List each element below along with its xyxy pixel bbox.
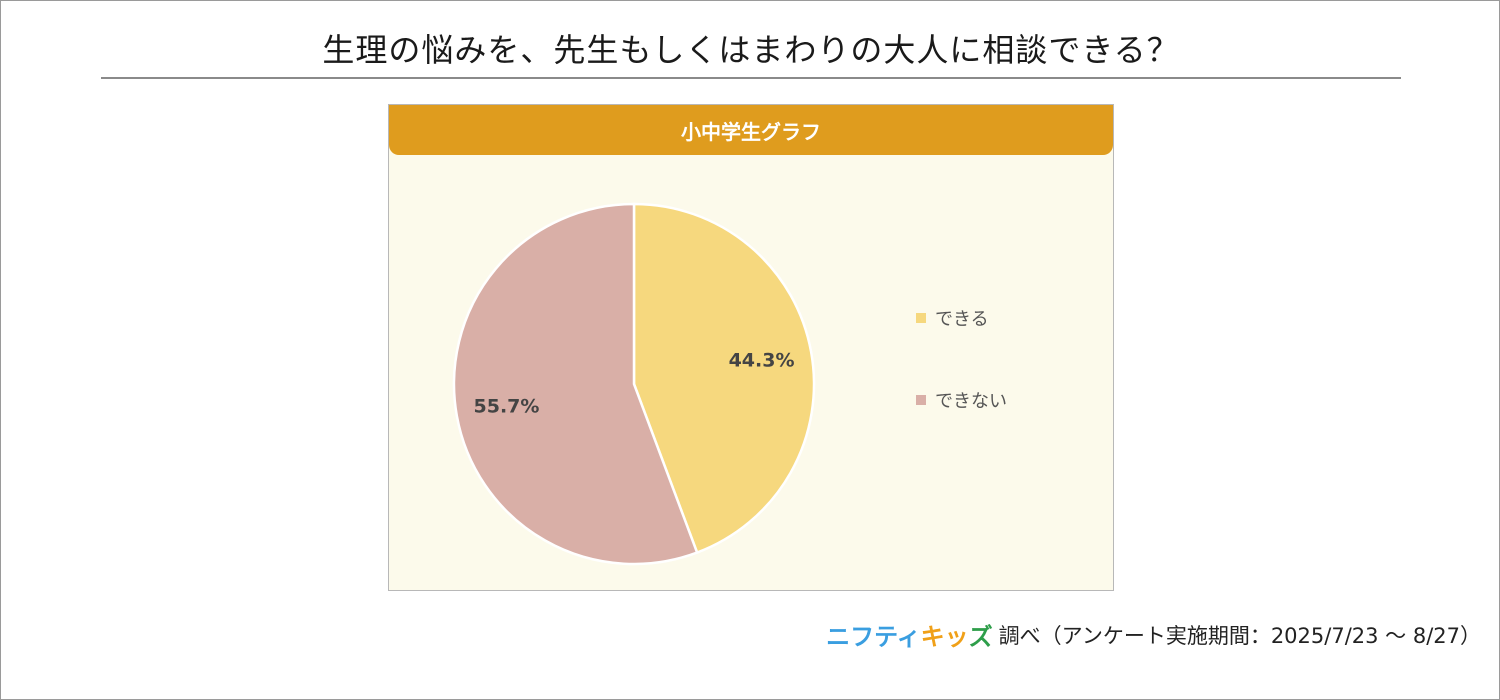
legend-swatch-0 bbox=[916, 313, 926, 323]
page-title: 生理の悩みを、先生もしくはまわりの大人に相談できる？ bbox=[322, 31, 1180, 69]
legend-item-1: できない bbox=[916, 387, 1007, 413]
legend-item-0: できる bbox=[916, 305, 989, 331]
legend-label-1: できない bbox=[935, 391, 1007, 412]
pie-chart: 44.3% 55.7% bbox=[452, 202, 816, 566]
chart-panel: 小中学生グラフ 44.3% 55.7% できるできない bbox=[388, 104, 1114, 591]
legend-label-0: できる bbox=[935, 309, 989, 330]
pie-slice-0 bbox=[632, 202, 816, 555]
pie-slice-1 bbox=[452, 202, 699, 566]
source-text: 調べ（アンケート実施期間：2025/7/23 ～ 8/27） bbox=[998, 623, 1481, 648]
nifty-kids-logo: ニフティキッズ bbox=[826, 623, 993, 651]
pie-slice-label-0: 44.3% bbox=[729, 349, 795, 371]
panel-header: 小中学生グラフ bbox=[389, 105, 1113, 155]
title-divider bbox=[101, 77, 1401, 79]
source-note: ニフティキッズ 調べ（アンケート実施期間：2025/7/23 ～ 8/27） bbox=[826, 617, 1481, 652]
pie-slice-label-1: 55.7% bbox=[474, 396, 540, 418]
legend-swatch-1 bbox=[916, 395, 926, 405]
